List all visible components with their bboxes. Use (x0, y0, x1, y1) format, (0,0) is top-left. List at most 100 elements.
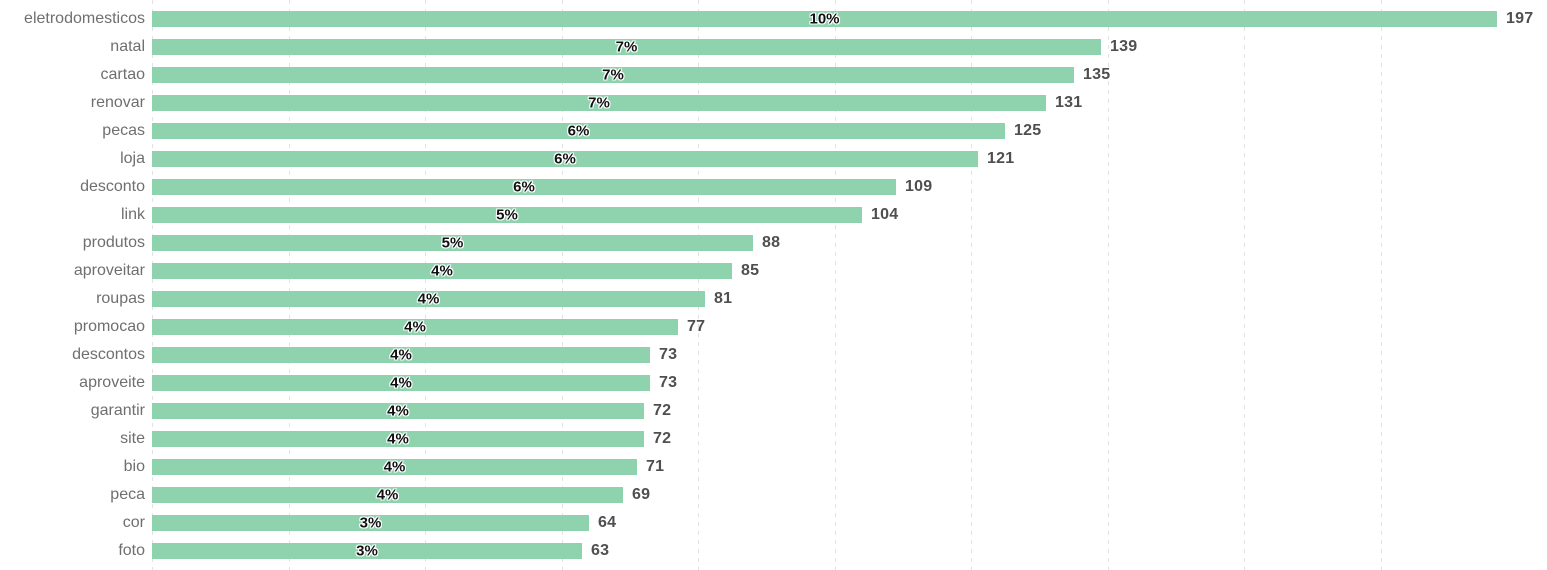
bar-percent-label: 5% (496, 206, 518, 224)
bar[interactable]: 3% (152, 514, 589, 532)
bar-value-label: 139 (1110, 38, 1138, 55)
bar-percent-label: 5% (441, 234, 464, 252)
bar-percent-label: 4% (431, 262, 453, 280)
bar-percent-label: 4% (417, 290, 440, 308)
gridline (834, 0, 836, 570)
category-label: site (120, 430, 145, 447)
bar[interactable]: 4% (152, 430, 644, 448)
bar-row: garantir 4% 72 (0, 397, 1547, 425)
bar-value-label: 81 (714, 290, 733, 307)
bar-track: 7% 131 (152, 94, 1547, 112)
gridline (971, 0, 973, 570)
category-label: desconto (80, 178, 145, 195)
category-label: loja (120, 150, 145, 167)
bar-row: pecas 6% 125 (0, 117, 1547, 145)
category-label: peca (110, 486, 145, 503)
bar-percent-label: 4% (390, 374, 412, 392)
bar-row: produtos 5% 88 (0, 229, 1547, 257)
bar-row: roupas 4% 81 (0, 285, 1547, 313)
bar[interactable]: 5% (152, 206, 862, 224)
bar[interactable]: 4% (152, 458, 637, 476)
bar-percent-label: 7% (602, 66, 624, 84)
bar[interactable]: 4% (152, 319, 678, 336)
bar[interactable]: 4% (152, 290, 705, 308)
bar[interactable]: 4% (152, 486, 623, 504)
bar-track: 4% 71 (152, 458, 1547, 476)
bar[interactable]: 6% (152, 123, 1005, 140)
gridline (1244, 0, 1246, 570)
bar-row: link 5% 104 (0, 201, 1547, 229)
gridline (698, 0, 700, 570)
gridline (425, 0, 427, 570)
bar-row: loja 6% 121 (0, 145, 1547, 173)
bar-percent-label: 6% (554, 150, 576, 168)
bar-value-label: 72 (653, 430, 672, 447)
bar-track: 4% 81 (152, 290, 1547, 308)
bar[interactable]: 6% (152, 178, 896, 196)
bar-percent-label: 7% (588, 94, 610, 112)
bar[interactable]: 10% (152, 11, 1497, 28)
bar[interactable]: 7% (152, 38, 1101, 56)
category-label: garantir (90, 402, 145, 419)
bar[interactable]: 6% (152, 150, 978, 168)
bar-row: peca 4% 69 (0, 481, 1547, 509)
bar-track: 3% 63 (152, 542, 1547, 560)
bar-track: 7% 139 (152, 38, 1547, 56)
bar[interactable]: 5% (152, 234, 753, 252)
bar[interactable]: 4% (152, 346, 650, 364)
bar-value-label: 135 (1083, 66, 1111, 83)
bar-row: promocao 4% 77 (0, 313, 1547, 341)
bar-track: 4% 73 (152, 374, 1547, 392)
bar-value-label: 197 (1506, 10, 1534, 27)
bar-value-label: 131 (1055, 94, 1083, 111)
bar-value-label: 109 (905, 178, 933, 195)
category-label: promocao (73, 318, 145, 335)
category-label: renovar (90, 94, 145, 111)
bar[interactable]: 4% (152, 402, 644, 420)
bar-value-label: 69 (632, 486, 651, 503)
category-label: link (120, 206, 145, 223)
bar-track: 4% 72 (152, 402, 1547, 420)
bar[interactable]: 3% (152, 543, 582, 560)
category-label: roupas (96, 290, 145, 307)
bar-percent-label: 6% (513, 178, 535, 196)
gridline (1380, 0, 1382, 570)
bar-value-label: 73 (659, 374, 678, 391)
bar-percent-label: 4% (387, 402, 409, 420)
bar-row: aproveite 4% 73 (0, 369, 1547, 397)
bar-row: bio 4% 71 (0, 453, 1547, 481)
category-label: cartao (100, 66, 145, 83)
bar-track: 10% 197 (152, 10, 1547, 28)
bar-percent-label: 4% (387, 430, 409, 448)
bar-row: cor 3% 64 (0, 509, 1547, 537)
bar-track: 5% 104 (152, 206, 1547, 224)
bar-track: 4% 77 (152, 318, 1547, 336)
bar[interactable]: 7% (152, 94, 1046, 112)
category-label: foto (118, 542, 145, 559)
bar-percent-label: 4% (383, 458, 406, 476)
bar-value-label: 72 (653, 402, 672, 419)
bar-track: 6% 125 (152, 122, 1547, 140)
bar-percent-label: 3% (359, 514, 382, 532)
category-label: pecas (102, 122, 145, 139)
bar[interactable]: 4% (152, 262, 732, 280)
category-label: natal (110, 38, 145, 55)
bar-percent-label: 4% (390, 346, 412, 364)
gridline (1107, 0, 1109, 570)
bar[interactable]: 4% (152, 374, 650, 392)
bar-row: eletrodomesticos 10% 197 (0, 5, 1547, 33)
bar-percent-label: 7% (615, 38, 638, 56)
bar-track: 3% 64 (152, 514, 1547, 532)
category-label: aproveite (79, 374, 145, 391)
bar-rows: eletrodomesticos 10% 197 natal 7% 139 cartao 7%… (0, 5, 1547, 565)
bar-value-label: 73 (659, 346, 678, 363)
category-label: aproveitar (73, 262, 145, 279)
bar-row: aproveitar 4% 85 (0, 257, 1547, 285)
bar[interactable]: 7% (152, 66, 1074, 84)
bar-percent-label: 4% (376, 486, 399, 504)
category-label: bio (123, 458, 145, 475)
bar-track: 4% 72 (152, 430, 1547, 448)
category-label: cor (122, 514, 145, 531)
